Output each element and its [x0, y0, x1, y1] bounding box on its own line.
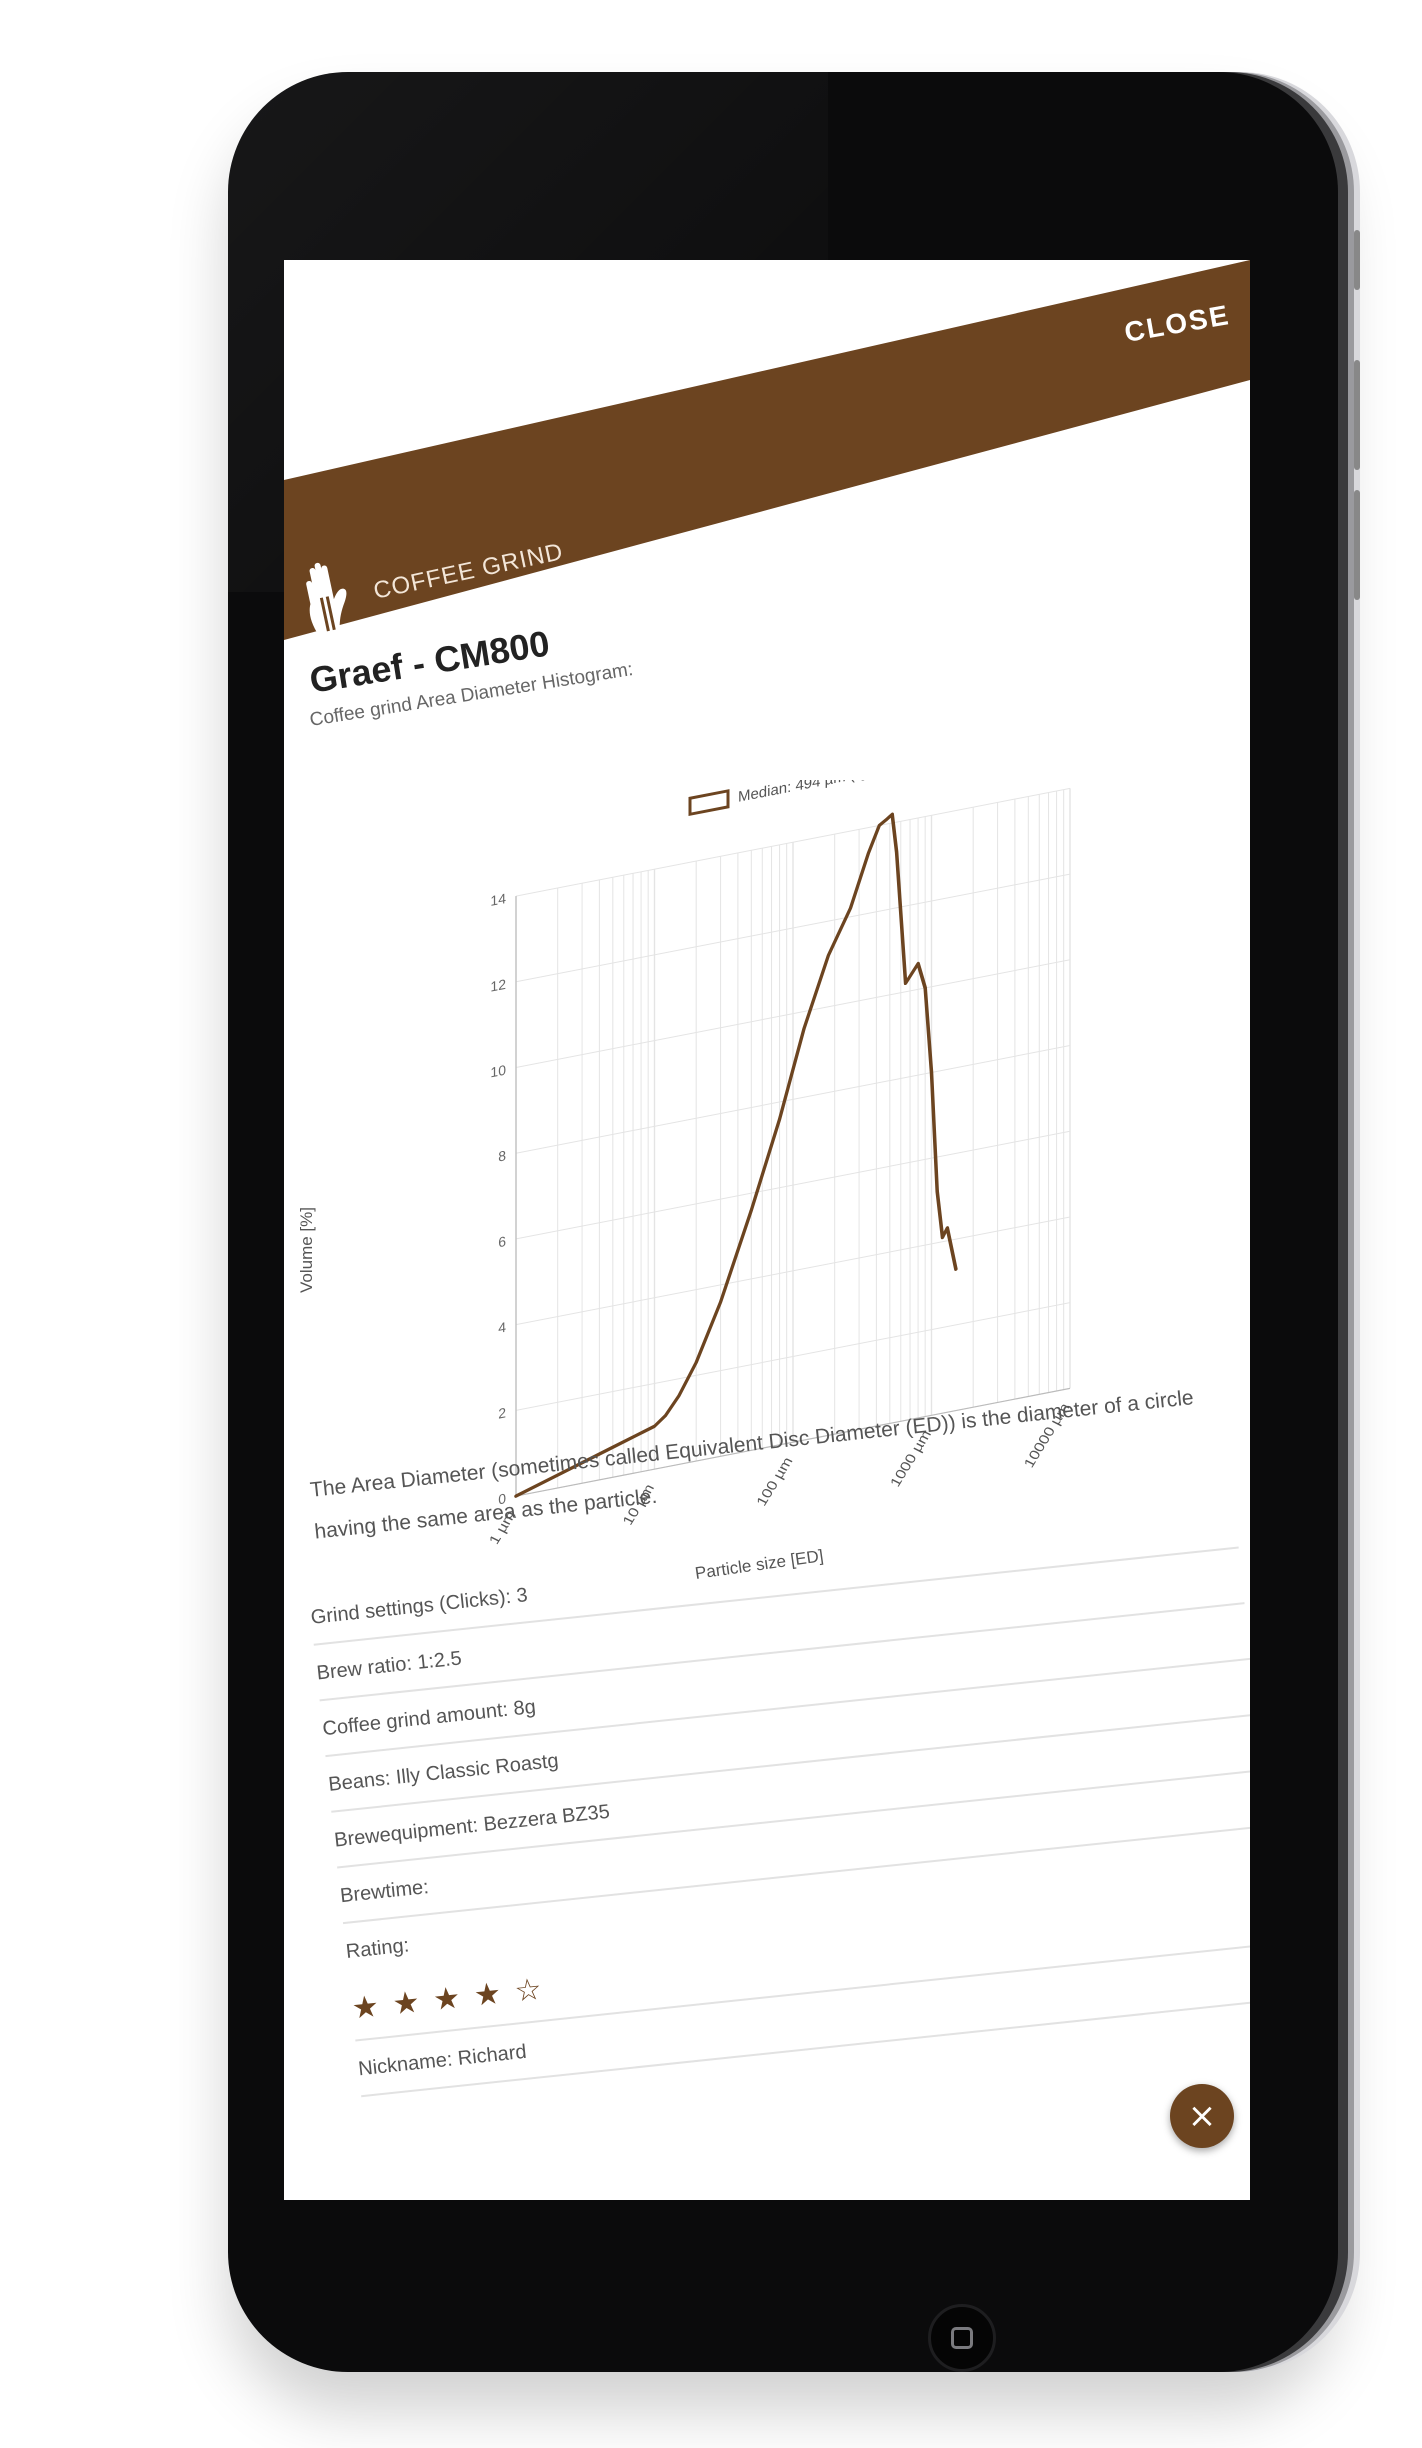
x-axis-line	[516, 1387, 1070, 1497]
hand-icon	[306, 562, 347, 641]
y-axis-label: Volume [%]	[297, 1207, 316, 1293]
home-square-icon	[951, 2327, 973, 2349]
y-tick-label: 12	[490, 976, 506, 995]
y-tick-label: 6	[498, 1233, 506, 1250]
grid-line-horizontal	[516, 959, 1070, 1068]
volume-button	[1354, 360, 1360, 470]
chart-grid	[515, 787, 1071, 1497]
series-line	[514, 812, 958, 1498]
star-filled-icon[interactable]: ★	[431, 1980, 463, 2019]
y-tick-label: 14	[490, 890, 506, 909]
y-tick-label: 8	[498, 1147, 506, 1164]
close-icon: ×	[1187, 2096, 1217, 2136]
star-filled-icon[interactable]: ★	[350, 1988, 381, 2027]
grid-line-horizontal	[516, 787, 1070, 897]
grid-line-horizontal	[516, 1045, 1070, 1154]
y-tick-label: 4	[498, 1319, 506, 1336]
volume-button	[1354, 230, 1360, 290]
y-tick-label: 0	[498, 1490, 506, 1507]
legend-swatch	[688, 789, 730, 817]
histogram-chart: 0 2 4 6 8 10 12 14 1 µm 10 µm 100 µm 1000 µm 10000 µ…	[290, 761, 1246, 1650]
grid-line-horizontal	[516, 1216, 1070, 1326]
star-filled-icon[interactable]: ★	[390, 1984, 422, 2023]
power-button	[1354, 490, 1360, 600]
y-tick-label: 2	[498, 1404, 506, 1421]
grid-line-horizontal	[516, 1130, 1070, 1240]
chart-legend: Median: 494 µm (Q2)	[688, 761, 880, 817]
y-tick-label: 10	[490, 1062, 506, 1081]
star-filled-icon[interactable]: ★	[472, 1976, 503, 2014]
grid-line-horizontal	[516, 1302, 1070, 1411]
grind-details: Grind settings (Clicks): 3 Brew ratio: 1…	[308, 1492, 1250, 2098]
grid-line-horizontal	[516, 873, 1070, 983]
chart-series	[514, 812, 958, 1498]
legend-label: Median: 494 µm (Q2)	[738, 780, 880, 806]
home-button[interactable]	[928, 2304, 996, 2372]
close-fab-button[interactable]: ×	[1170, 2084, 1234, 2148]
app-screen: CLOSE COFFEE GRIND Graef - CM800 Coffee …	[284, 260, 1250, 2200]
star-empty-icon[interactable]: ☆	[512, 1971, 544, 2010]
